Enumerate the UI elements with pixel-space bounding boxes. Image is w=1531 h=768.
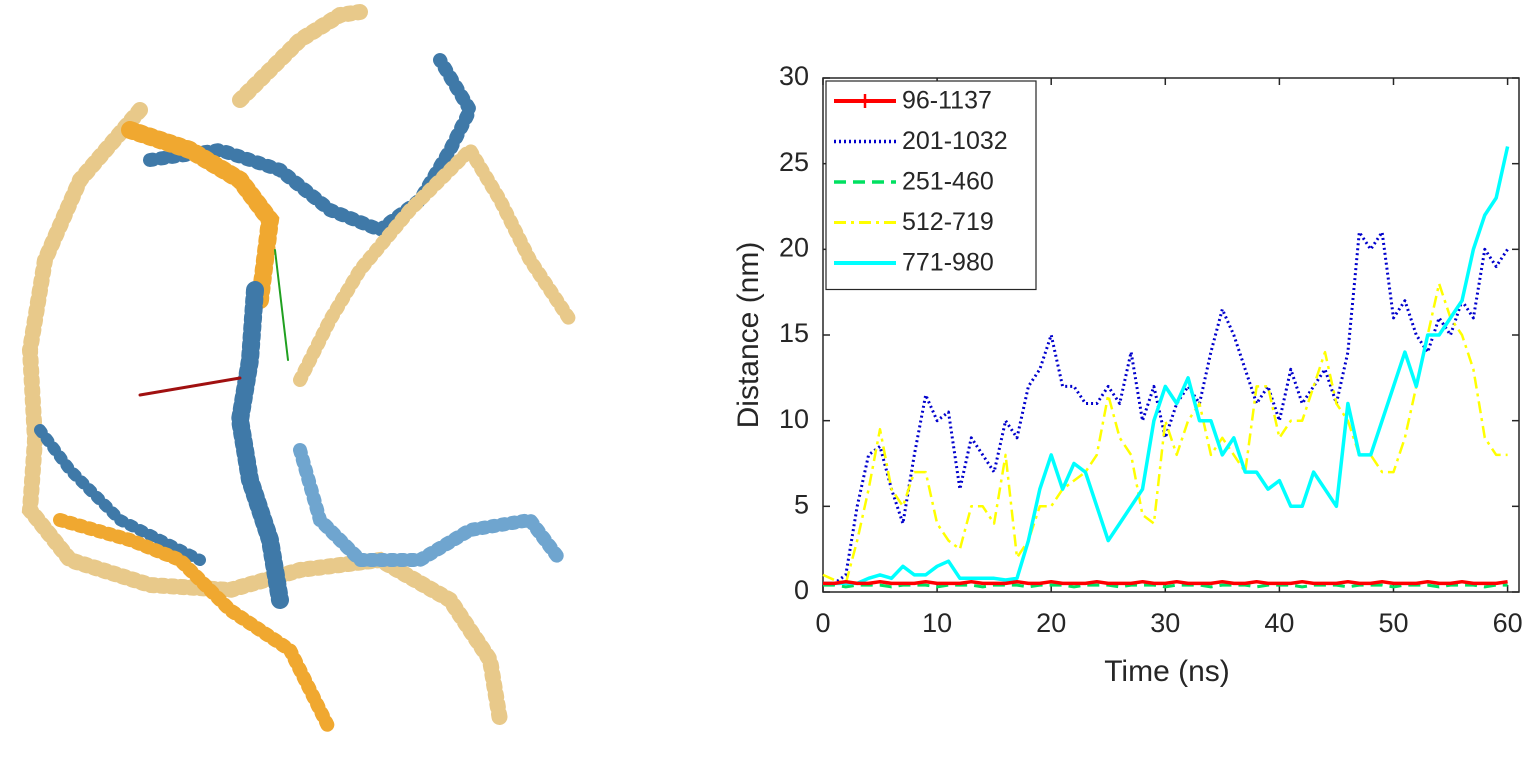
line-series — [823, 146, 1510, 586]
strand — [232, 4, 368, 108]
legend-label: 201-1032 — [902, 127, 1008, 155]
legend-box — [825, 80, 1037, 291]
y-tick-label: 0 — [794, 575, 809, 605]
x-tick-label: 20 — [1036, 608, 1066, 638]
legend-label: 96-1137 — [902, 87, 992, 115]
x-tick-label: 0 — [815, 608, 830, 638]
strand — [293, 138, 577, 387]
y-tick-label: 15 — [779, 318, 809, 348]
axis-arrow — [274, 249, 289, 361]
x-tick-label: 60 — [1493, 608, 1523, 638]
strand — [293, 443, 567, 567]
x-tick-label: 10 — [922, 608, 952, 638]
axis-arrow — [138, 376, 242, 397]
strand — [230, 281, 289, 609]
x-tick-label: 50 — [1378, 608, 1408, 638]
y-tick-label: 20 — [779, 232, 809, 262]
x-tick-label: 40 — [1264, 608, 1294, 638]
strand — [53, 513, 337, 737]
y-tick-label: 5 — [794, 489, 809, 519]
strand — [143, 53, 478, 238]
line-series — [823, 579, 1508, 586]
line-series — [822, 282, 1508, 585]
legend-label: 771-980 — [902, 249, 994, 277]
legend-label: 512-719 — [902, 208, 994, 236]
y-tick-label: 10 — [779, 404, 809, 434]
line-series — [823, 230, 1509, 585]
strand — [21, 102, 508, 728]
x-tick-label: 30 — [1150, 608, 1180, 638]
y-tick-label: 25 — [779, 147, 809, 177]
line-series — [823, 583, 1508, 589]
legend: 96-1137 201-1032 251-460 512-719 771-980 — [825, 80, 1037, 291]
strand — [34, 424, 206, 566]
legend-label: 251-460 — [902, 168, 994, 196]
y-axis-label: Distance (nm) — [732, 242, 765, 429]
strand — [121, 121, 280, 309]
molecule-render — [21, 4, 577, 737]
y-tick-label: 30 — [779, 61, 809, 91]
x-axis-label: Time (ns) — [1104, 655, 1230, 688]
